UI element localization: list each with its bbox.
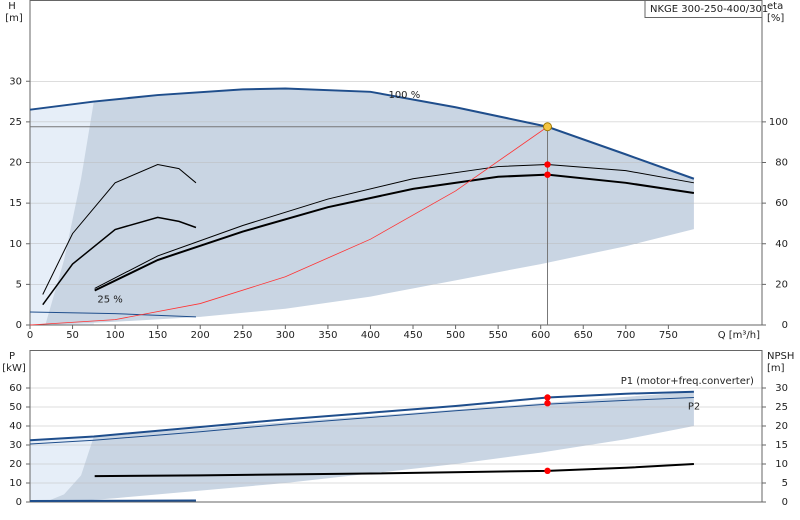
y2-tick-label: 80 — [775, 158, 788, 169]
y2-axis-unit: [%] — [767, 13, 784, 24]
y2-tick-label: 25 — [775, 402, 788, 413]
y2-tick-label: 60 — [775, 198, 788, 209]
x-axis-title: Q [m³/h] — [718, 330, 760, 341]
y2-tick-label: 100 — [769, 117, 788, 128]
x-tick-label: 0 — [27, 330, 33, 341]
y-tick-label: 10 — [9, 239, 22, 250]
chart-title: NKGE 300-250-400/301 — [650, 4, 768, 15]
duty-point — [543, 122, 553, 132]
x-tick-label: 400 — [361, 330, 380, 341]
y2-tick-label: 30 — [775, 383, 788, 394]
curve — [94, 164, 694, 289]
x-tick-label: 250 — [233, 330, 252, 341]
curve — [94, 463, 694, 478]
y2-tick-label: 0 — [782, 497, 788, 508]
curve — [42, 164, 197, 295]
duty-point — [544, 400, 551, 407]
duty-point — [544, 161, 551, 168]
y-axis-title: P — [9, 351, 15, 362]
curve — [42, 216, 197, 306]
duty-point — [544, 467, 551, 475]
plot: 0 10 20 30 40 50 60 0 5 10 15 20 25 30 P[kW] NPSH[m] P1 … — [2, 350, 794, 508]
curve — [29, 126, 548, 326]
y-tick-label: 0 — [16, 320, 22, 331]
y2-tick-label: 5 — [782, 478, 788, 489]
x-tick-label: 150 — [148, 330, 167, 341]
curve — [29, 397, 694, 445]
curve — [29, 87, 695, 180]
y-tick-label: 20 — [9, 158, 22, 169]
y-axis-unit: [kW] — [2, 363, 26, 374]
y-tick-label: 40 — [9, 421, 22, 432]
title-box — [644, 0, 763, 18]
y2-axis-title: NPSH — [767, 351, 794, 362]
y2-axis-title: eta — [767, 1, 783, 12]
y2-axis-unit: [m] — [767, 363, 785, 374]
y-tick-label: 10 — [9, 478, 22, 489]
curve-label: P1 (motor+freq.converter) — [621, 376, 754, 387]
curve-label: 25 % — [97, 295, 122, 306]
y-tick-label: 15 — [9, 198, 22, 209]
y2-tick-label: 20 — [775, 279, 788, 290]
x-tick-label: 550 — [489, 330, 508, 341]
curve-label: P2 — [688, 402, 700, 413]
curve — [29, 390, 694, 442]
curve-label: 100 % — [388, 90, 420, 101]
y-tick-label: 0 — [16, 497, 22, 508]
curve — [29, 499, 196, 503]
duty-point — [544, 394, 551, 401]
x-tick-label: 300 — [276, 330, 295, 341]
x-tick-label: 350 — [318, 330, 337, 341]
x-tick-label: 50 — [66, 330, 79, 341]
x-tick-label: 500 — [446, 330, 465, 341]
y2-tick-label: 0 — [782, 320, 788, 331]
x-tick-label: 450 — [403, 330, 422, 341]
operating-area — [45, 88, 694, 325]
curve — [94, 173, 695, 292]
y-tick-label: 50 — [9, 402, 22, 413]
x-tick-label: 750 — [659, 330, 678, 341]
y2-tick-label: 40 — [775, 239, 788, 250]
x-tick-label: 600 — [531, 330, 550, 341]
y-tick-label: 5 — [16, 279, 22, 290]
y2-tick-label: 10 — [775, 459, 788, 470]
y-tick-label: 20 — [9, 459, 22, 470]
x-tick-label: 650 — [574, 330, 593, 341]
x-tick-label: 100 — [106, 330, 125, 341]
x-tick-label: 200 — [191, 330, 210, 341]
y-tick-label: 25 — [9, 117, 22, 128]
y-axis-title: H — [8, 1, 16, 12]
x-tick-label: 700 — [616, 330, 635, 341]
y2-tick-label: 20 — [775, 421, 788, 432]
y-tick-label: 60 — [9, 383, 22, 394]
duty-point — [544, 171, 551, 178]
y-tick-label: 30 — [9, 440, 22, 451]
y2-tick-label: 15 — [775, 440, 788, 451]
y-axis-unit: [m] — [5, 13, 23, 24]
curve — [29, 311, 196, 318]
y-tick-label: 30 — [9, 76, 22, 87]
